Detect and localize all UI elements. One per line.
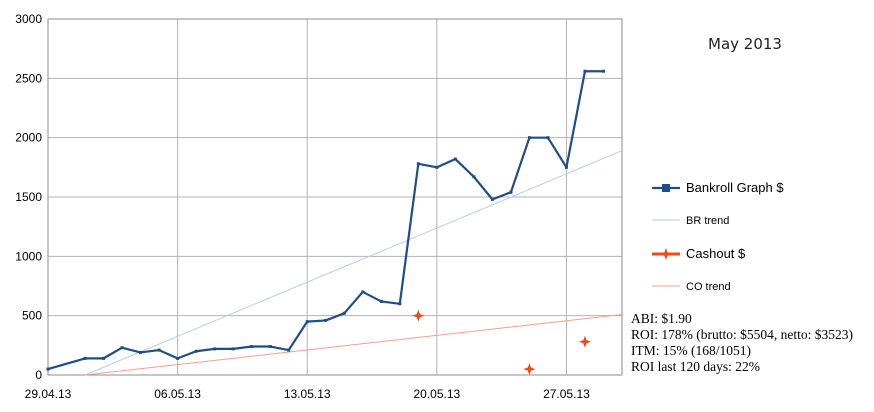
y-tick-label: 2500 <box>15 71 42 85</box>
x-tick-label: 13.05.13 <box>284 387 331 401</box>
legend-br-trend-label: BR trend <box>686 215 729 227</box>
cashout-point <box>412 309 425 322</box>
stats-abi: ABI: $1.90 <box>631 311 692 326</box>
bankroll-point <box>46 367 50 371</box>
bankroll-point <box>250 345 254 349</box>
bankroll-point <box>83 356 87 360</box>
legend-bankroll-marker <box>662 184 670 192</box>
legend-cashout-marker <box>660 248 672 260</box>
stats-roi-120: ROI last 120 days: 22% <box>631 359 760 374</box>
x-tick-label: 29.04.13 <box>25 387 72 401</box>
legend-cashout-label: Cashout $ <box>686 246 746 261</box>
legend: Bankroll Graph $ BR trend Cashout $ CO tren… <box>652 180 784 293</box>
bankroll-point <box>509 190 513 194</box>
bankroll-point <box>416 162 420 166</box>
stats-block: ABI: $1.90 ROI: 178% (brutto: $5504, net… <box>631 311 853 375</box>
bankroll-point <box>546 136 550 140</box>
y-axis-ticks: 0 500 1000 1500 2000 2500 3000 <box>15 12 42 382</box>
y-tick-label: 1000 <box>15 249 42 263</box>
bankroll-point <box>435 165 439 169</box>
plot-area-border <box>47 18 623 376</box>
stats-roi: ROI: 178% (brutto: $5504, netto: $3523) <box>631 327 853 342</box>
bankroll-point <box>472 175 476 179</box>
y-tick-label: 1500 <box>15 190 42 204</box>
grid <box>48 18 622 376</box>
y-tick-label: 2000 <box>15 131 42 145</box>
br-trend-line <box>84 150 623 376</box>
bankroll-point <box>268 345 272 349</box>
bankroll-point <box>583 69 587 73</box>
bankroll-point <box>305 320 309 324</box>
bankroll-point <box>139 350 143 354</box>
chart-title: May 2013 <box>708 35 782 53</box>
bankroll-point <box>398 302 402 306</box>
bankroll-point <box>157 348 161 352</box>
co-trend-line <box>84 313 623 376</box>
cashout-point <box>578 335 591 348</box>
bankroll-point <box>564 165 568 169</box>
bankroll-point <box>324 318 328 322</box>
bankroll-point <box>213 347 217 351</box>
y-tick-label: 3000 <box>15 12 42 26</box>
series <box>46 69 623 376</box>
x-axis-ticks: 29.04.13 06.05.13 13.05.13 20.05.13 27.05.13 <box>25 387 590 401</box>
legend-co-trend-label: CO trend <box>686 281 731 293</box>
bankroll-point <box>176 356 180 360</box>
bankroll-point <box>361 290 365 294</box>
bankroll-point <box>342 311 346 315</box>
bankroll-point <box>453 157 457 161</box>
bankroll-point <box>379 299 383 303</box>
legend-bankroll-label: Bankroll Graph $ <box>686 180 784 195</box>
bankroll-point <box>194 349 198 353</box>
bankroll-point <box>231 347 235 351</box>
y-tick-label: 500 <box>22 309 42 323</box>
bankroll-point <box>120 346 124 350</box>
x-tick-label: 27.05.13 <box>543 387 590 401</box>
x-tick-label: 20.05.13 <box>413 387 460 401</box>
bankroll-point <box>601 69 605 73</box>
y-tick-label: 0 <box>35 368 42 382</box>
bankroll-point <box>527 136 531 140</box>
bankroll-line <box>47 70 604 371</box>
cashout-point <box>523 363 536 376</box>
bankroll-point <box>490 197 494 201</box>
stats-itm: ITM: 15% (168/1051) <box>631 343 751 358</box>
bankroll-point <box>102 356 106 360</box>
bankroll-point <box>287 348 291 352</box>
x-tick-label: 06.05.13 <box>154 387 201 401</box>
